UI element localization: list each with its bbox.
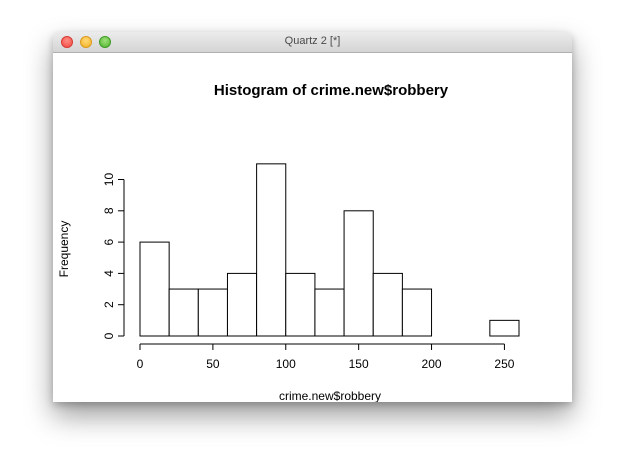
- title-bar[interactable]: Quartz 2 [*]: [53, 32, 572, 53]
- x-axis: 0 50 100 150 200 250: [137, 343, 515, 371]
- y-tick-label: 10: [102, 173, 116, 187]
- y-tick-label: 0: [102, 332, 116, 339]
- histogram-bar: [314, 288, 345, 337]
- histogram-chart: Histogram of crime.new$robbery crime.new…: [57, 82, 520, 402]
- close-button[interactable]: [61, 36, 73, 48]
- histogram-bar: [401, 288, 433, 337]
- x-tick-label: 100: [276, 357, 296, 371]
- histogram-bar: [168, 288, 199, 337]
- x-axis-label: crime.new$robbery: [279, 389, 381, 402]
- y-tick-label: 6: [102, 238, 116, 245]
- x-tick-label: 50: [206, 357, 220, 371]
- histogram-bar: [139, 241, 170, 337]
- histogram-bar: [372, 272, 403, 337]
- x-tick-label: 150: [349, 357, 369, 371]
- plot-window: Quartz 2 [*] Histogram of crime.new$robb…: [53, 32, 572, 402]
- x-tick-label: 200: [422, 357, 442, 371]
- x-tick-label: 0: [137, 357, 144, 371]
- histogram-bar: [226, 272, 258, 337]
- minimize-button[interactable]: [80, 36, 92, 48]
- chart-title: Histogram of crime.new$robbery: [214, 82, 449, 99]
- histogram-bar: [256, 163, 287, 337]
- histogram-bar: [489, 319, 520, 337]
- y-axis: 0 2 4 6 8 10: [102, 173, 125, 339]
- y-tick-label: 2: [102, 301, 116, 308]
- bars-group: [139, 163, 520, 337]
- y-axis-label: Frequency: [57, 221, 71, 278]
- histogram-bar: [343, 210, 374, 337]
- y-tick-label: 4: [102, 270, 116, 277]
- histogram-bar: [197, 288, 228, 337]
- histogram-bar: [285, 272, 316, 337]
- x-tick-label: 250: [494, 357, 514, 371]
- zoom-button[interactable]: [99, 36, 111, 48]
- window-title: Quartz 2 [*]: [284, 35, 341, 47]
- y-tick-label: 8: [102, 207, 116, 214]
